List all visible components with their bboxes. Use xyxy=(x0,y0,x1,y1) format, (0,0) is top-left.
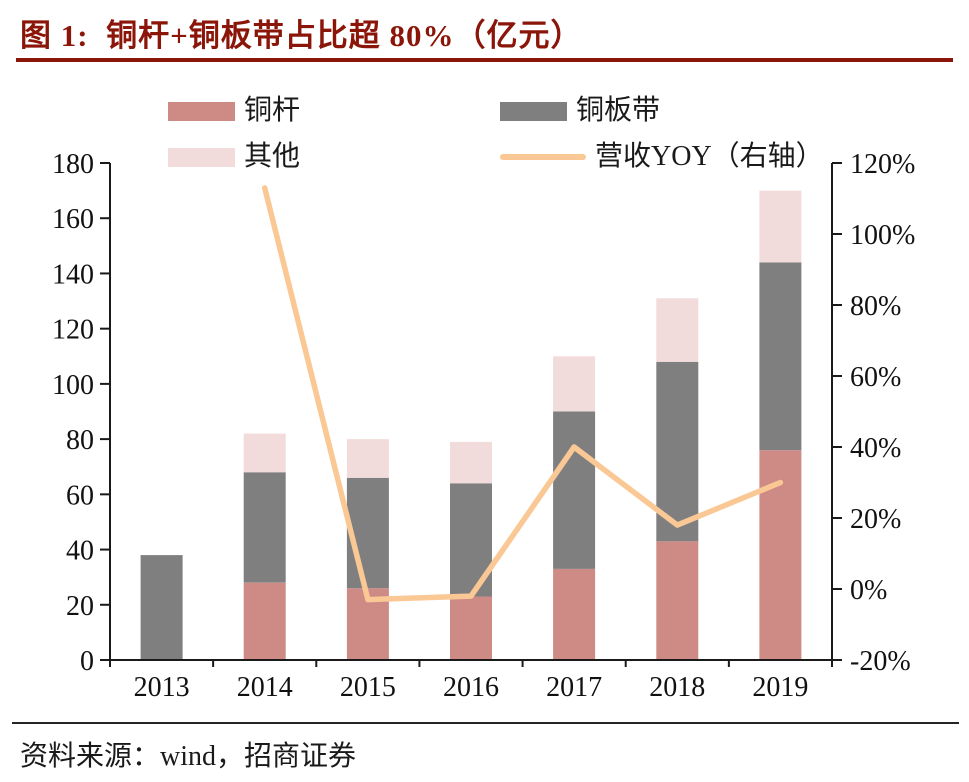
left-axis-tick-label: 20 xyxy=(66,591,94,622)
right-axis-tick-label: 60% xyxy=(850,362,901,393)
right-axis-tick-label: 20% xyxy=(850,504,901,535)
bar-segment xyxy=(243,472,286,583)
left-axis-tick-label: 180 xyxy=(52,149,94,180)
bar-segment xyxy=(450,596,492,660)
copper-rod-swatch-icon xyxy=(168,101,235,121)
figure-title: 图 1: 铜杆+铜板带占比超 80%（亿元） xyxy=(20,18,583,53)
legend-item-copper-strip: 铜板带 xyxy=(500,96,824,126)
x-axis-tick-label: 2014 xyxy=(237,672,293,703)
legend-item-yoy: 营收YOY（右轴） xyxy=(500,142,824,172)
right-axis-tick-label: 0% xyxy=(850,575,887,606)
legend-label-yoy: 营收YOY（右轴） xyxy=(595,141,824,172)
right-axis-tick-label: -20% xyxy=(850,646,911,677)
axis-labels: 180 160 140 120 100 80 60 40 20 0 120% 100% 80% 60% 40… xyxy=(52,149,915,703)
left-axis-tick-label: 40 xyxy=(66,536,94,567)
left-axis-tick-label: 0 xyxy=(80,646,94,677)
title-divider xyxy=(16,58,953,62)
bar-segment xyxy=(759,190,802,263)
bar-segment xyxy=(243,582,286,660)
bar-segment xyxy=(553,411,596,569)
x-axis-tick-label: 2015 xyxy=(340,672,396,703)
bar-segment xyxy=(656,298,699,362)
bar-segment xyxy=(656,541,699,660)
chart-canvas: 180 160 140 120 100 80 60 40 20 0 120% 100% 80% 60% 40… xyxy=(52,149,915,703)
bars-layer xyxy=(140,190,802,660)
bar-segment xyxy=(243,433,286,473)
left-axis-tick-label: 60 xyxy=(66,480,94,511)
left-axis-tick-label: 120 xyxy=(52,315,94,346)
source-text: 资料来源：wind，招商证券 xyxy=(20,741,357,772)
legend-item-copper-rod: 铜杆 xyxy=(168,96,500,126)
bar-segment xyxy=(346,439,389,478)
right-axis-tick-label: 100% xyxy=(850,220,915,251)
yoy-line-swatch-icon xyxy=(500,154,586,160)
left-axis-tick-label: 80 xyxy=(66,425,94,456)
x-axis-tick-label: 2018 xyxy=(649,672,705,703)
bar-segment xyxy=(759,262,802,451)
legend-label-other: 其他 xyxy=(244,141,301,172)
left-axis-tick-label: 100 xyxy=(52,370,94,401)
x-axis-tick-label: 2019 xyxy=(752,672,808,703)
x-axis-tick-label: 2017 xyxy=(546,672,602,703)
bar-segment xyxy=(450,441,492,484)
copper-strip-swatch-icon xyxy=(500,101,567,121)
right-axis-tick-label: 120% xyxy=(850,149,915,180)
legend-label-copper-strip: 铜板带 xyxy=(576,95,661,126)
axes xyxy=(100,162,842,667)
source-divider xyxy=(12,722,959,724)
yoy-line xyxy=(261,185,784,603)
left-axis-tick-label: 140 xyxy=(52,259,94,290)
legend-label-copper-rod: 铜杆 xyxy=(244,95,301,126)
right-axis-tick-label: 80% xyxy=(850,291,901,322)
bar-segment xyxy=(140,555,183,660)
bar-segment xyxy=(553,568,596,660)
right-axis-tick-label: 40% xyxy=(850,433,901,464)
x-axis-tick-label: 2013 xyxy=(134,672,190,703)
other-swatch-icon xyxy=(168,147,235,167)
left-axis-tick-label: 160 xyxy=(52,204,94,235)
x-axis-tick-label: 2016 xyxy=(443,672,499,703)
chart-legend: 铜杆 铜板带 其他 营收YOY（右轴） xyxy=(168,96,824,172)
bar-segment xyxy=(553,356,596,412)
legend-item-other: 其他 xyxy=(168,142,500,172)
